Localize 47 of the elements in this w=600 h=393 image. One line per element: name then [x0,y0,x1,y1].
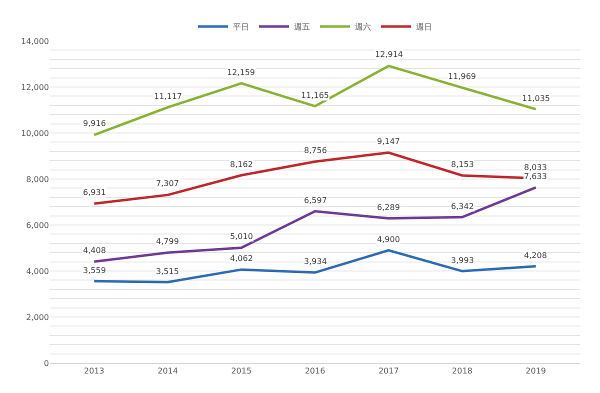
data-label: 9,147 [377,137,400,146]
data-label: 4,062 [230,254,253,263]
x-tick-label: 2014 [158,366,178,376]
data-label: 3,559 [83,266,106,275]
y-tick-label: 2,000 [26,312,49,322]
data-label: 7,633 [524,172,547,181]
data-label: 6,931 [83,188,106,197]
x-tick-label: 2017 [378,366,399,376]
data-label: 7,307 [156,179,179,188]
legend-label: 週五 [294,22,310,32]
data-label: 3,993 [451,256,474,265]
x-tick-label: 2016 [304,366,326,376]
data-label: 11,969 [448,72,476,81]
x-tick-label: 2018 [452,366,472,376]
legend-label: 週六 [355,22,371,32]
data-label: 8,153 [451,160,474,169]
y-tick-label: 8,000 [26,174,49,184]
legend-label: 週日 [416,22,432,32]
y-tick-label: 4,000 [26,266,49,276]
y-tick-label: 14,000 [21,36,49,46]
data-label: 8,756 [304,146,327,155]
x-tick-label: 2015 [231,366,252,376]
data-label: 5,010 [230,232,253,241]
data-label: 11,117 [154,92,182,101]
data-label: 8,162 [230,160,253,169]
y-tick-label: 0 [44,358,49,368]
x-tick-label: 2013 [84,366,104,376]
data-label: 12,914 [375,50,403,59]
data-label: 4,208 [524,251,547,260]
data-label: 12,159 [227,68,255,77]
data-label: 3,515 [156,267,179,276]
data-label: 6,342 [451,202,474,211]
data-label: 4,799 [156,237,179,246]
legend-label: 平日 [233,22,249,32]
data-label: 8,033 [524,163,547,172]
data-label: 11,035 [522,94,550,103]
data-label: 4,900 [377,235,400,244]
data-label: 3,934 [304,257,327,266]
x-tick-label: 2019 [526,366,546,376]
y-tick-label: 12,000 [21,82,49,92]
data-label: 6,289 [377,203,400,212]
data-label: 6,597 [304,196,327,205]
data-label: 11,165 [301,91,329,100]
y-tick-label: 10,000 [21,128,49,138]
data-label: 4,408 [83,246,106,255]
data-label: 9,916 [83,119,106,128]
y-tick-label: 6,000 [26,220,49,230]
